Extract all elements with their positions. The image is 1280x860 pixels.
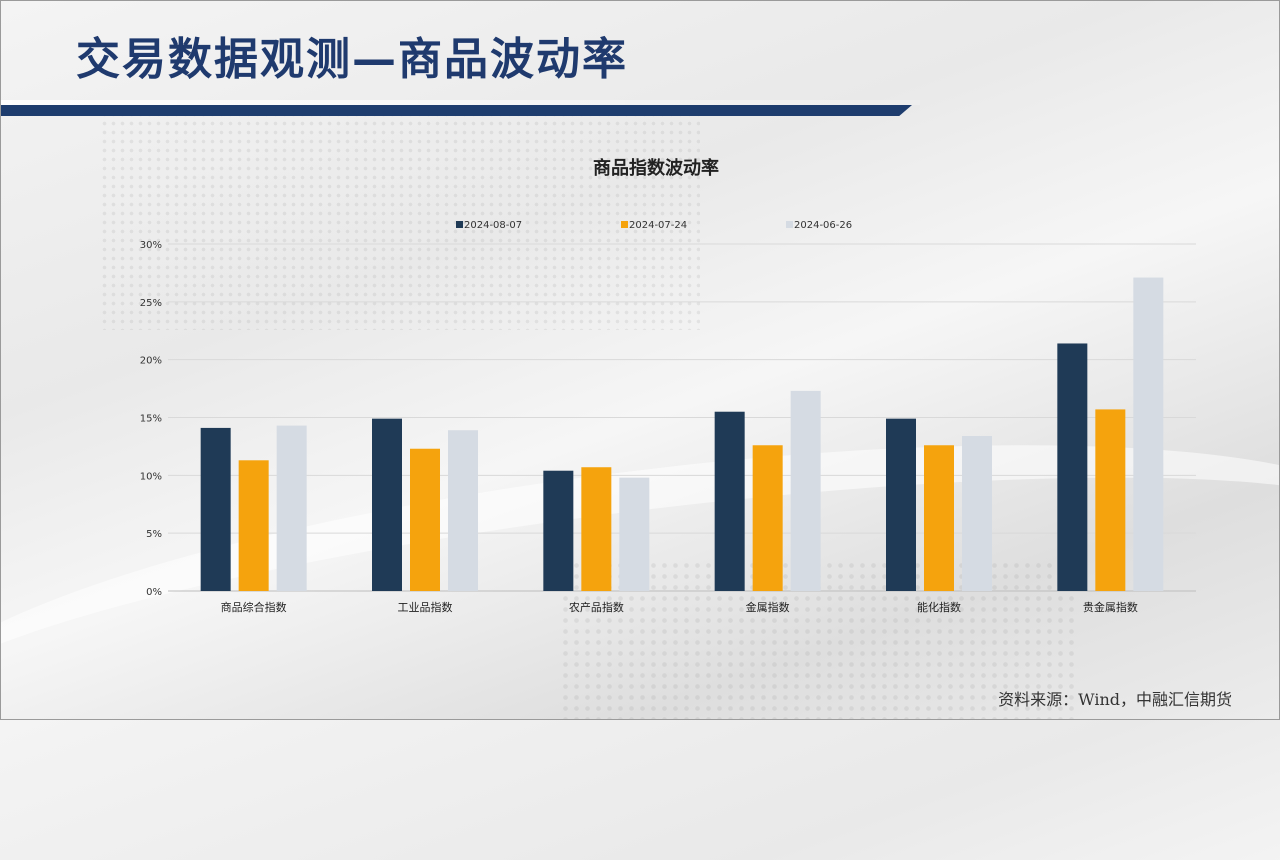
bar-2-0 xyxy=(543,470,574,591)
bar-4-0 xyxy=(886,418,916,591)
title-bar-highlight xyxy=(0,100,920,105)
legend-label-2: 2024-06-26 xyxy=(794,220,852,231)
x-category-label-4: 能化指数 xyxy=(917,600,961,614)
legend-label-0: 2024-08-07 xyxy=(464,220,522,231)
legend-swatch-0 xyxy=(456,221,463,228)
bar-4-1 xyxy=(924,445,954,591)
y-tick-label-2: 10% xyxy=(140,471,162,482)
bar-2-2 xyxy=(619,477,650,591)
slide-title: 交易数据观测—商品波动率 xyxy=(76,34,628,85)
bar-3-1 xyxy=(752,445,783,591)
title-underline-bar xyxy=(0,105,912,116)
chart-title: 商品指数波动率 xyxy=(593,157,719,179)
x-category-label-2: 农产品指数 xyxy=(569,600,624,614)
x-category-label-0: 商品综合指数 xyxy=(221,600,287,614)
bar-2-1 xyxy=(581,467,612,591)
legend-label-1: 2024-07-24 xyxy=(629,220,687,231)
source-note: 资料来源：Wind，中融汇信期货 xyxy=(998,690,1232,709)
bar-5-2 xyxy=(1133,277,1164,591)
bar-1-0 xyxy=(372,418,402,591)
bar-1-2 xyxy=(448,430,478,591)
y-tick-label-4: 20% xyxy=(140,356,162,367)
x-category-label-5: 贵金属指数 xyxy=(1083,600,1138,614)
y-tick-label-3: 15% xyxy=(140,414,162,425)
world-map-dots-decoration xyxy=(100,110,700,330)
legend-swatch-2 xyxy=(786,221,793,228)
bar-4-2 xyxy=(962,436,992,591)
y-tick-label-1: 5% xyxy=(146,529,162,540)
bar-0-2 xyxy=(276,425,307,591)
y-tick-label-6: 30% xyxy=(140,240,162,251)
y-tick-label-0: 0% xyxy=(146,587,162,598)
x-category-label-1: 工业品指数 xyxy=(398,600,453,614)
volatility-bar-chart: 商品指数波动率 2024-08-07 2024-07-24 2024-06-26 0% 5… xyxy=(140,157,1196,614)
bar-3-2 xyxy=(790,390,821,591)
bar-1-1 xyxy=(410,448,440,591)
bar-0-0 xyxy=(200,427,231,591)
bar-3-0 xyxy=(714,411,745,591)
legend-swatch-1 xyxy=(621,221,628,228)
bar-0-1 xyxy=(238,460,269,591)
x-category-label-3: 金属指数 xyxy=(746,600,790,614)
y-tick-label-5: 25% xyxy=(140,298,162,309)
bar-5-0 xyxy=(1057,343,1088,591)
bar-5-1 xyxy=(1095,409,1126,591)
